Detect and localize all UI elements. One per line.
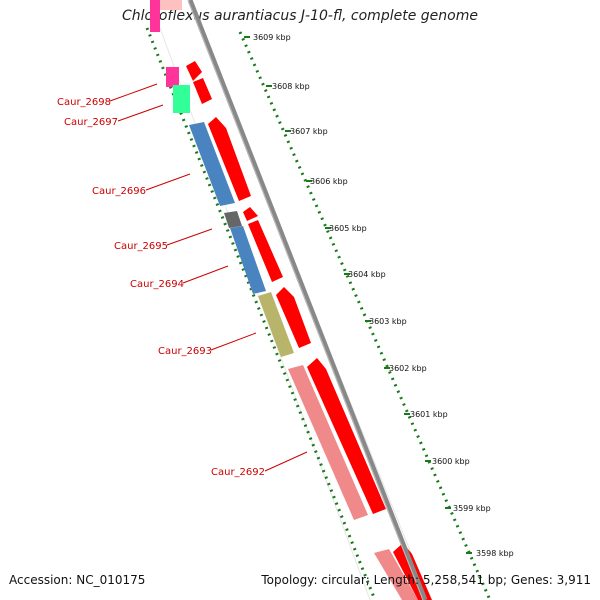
kbp-label: 3609 kbp [253,33,291,42]
backbone [187,0,428,600]
scale-ticks [244,36,472,554]
accession-text: Accession: NC_010175 [9,573,146,587]
leader-line-2692 [264,451,308,472]
leader-line-2696 [145,173,191,191]
kbp-label: 3600 kbp [432,457,470,466]
gene-label-2697: Caur_2697 [64,117,118,128]
cog-box-2696 [189,122,235,206]
cog-box-2695 [224,211,242,228]
kbp-label: 3601 kbp [410,410,448,419]
gene-label-2698: Caur_2698 [57,97,111,108]
cog-box-bottom [374,549,418,600]
inner-tick-track [145,27,377,600]
gene-top-partial [160,0,182,10]
kbp-label: 3599 kbp [453,504,491,513]
gene-label-2693: Caur_2693 [158,346,212,357]
kbp-label: 3604 kbp [348,270,386,279]
kbp-label: 3602 kbp [389,364,427,373]
leader-line-2693 [210,332,257,351]
kbp-label: 3607 kbp [290,127,328,136]
kbp-label: 3598 kbp [476,549,514,558]
kbp-label: 3605 kbp [329,224,367,233]
cog-box-2694 [230,226,266,294]
cds-arrow-2695 [243,207,258,221]
cds-arrow-2698 [186,61,202,81]
cds-arrow-2696 [208,117,251,201]
cog-box-2693 [258,292,294,357]
kbp-label: 3608 kbp [272,82,310,91]
backbone-highlight [187,0,424,600]
genome-summary-text: Topology: circular; Length: 5,258,541 bp… [261,573,591,587]
cds-arrow-2692 [307,358,386,514]
genome-title: Chloroflexus aurantiacus J-10-fl, comple… [122,8,478,24]
cog-box-2698 [166,67,179,87]
kbp-label: 3606 kbp [310,177,348,186]
cog-box-2692 [288,365,368,520]
gene-label-2692: Caur_2692 [211,467,265,478]
cds-arrow-2694 [248,220,283,282]
gene-label-2694: Caur_2694 [130,279,184,290]
cds-arrow-2697 [193,78,212,104]
leader-line-2698 [109,83,158,102]
gene-cog-box-top [150,0,160,32]
gene-label-2695: Caur_2695 [114,241,168,252]
cog-box-2697 [173,85,190,113]
gene-label-2696: Caur_2696 [92,186,146,197]
kbp-label: 3603 kbp [369,317,407,326]
leader-lines [109,83,308,472]
cds-arrow-2693 [276,287,311,348]
leader-line-2697 [117,104,164,122]
leader-line-2694 [182,265,229,284]
leader-line-2695 [166,228,213,246]
